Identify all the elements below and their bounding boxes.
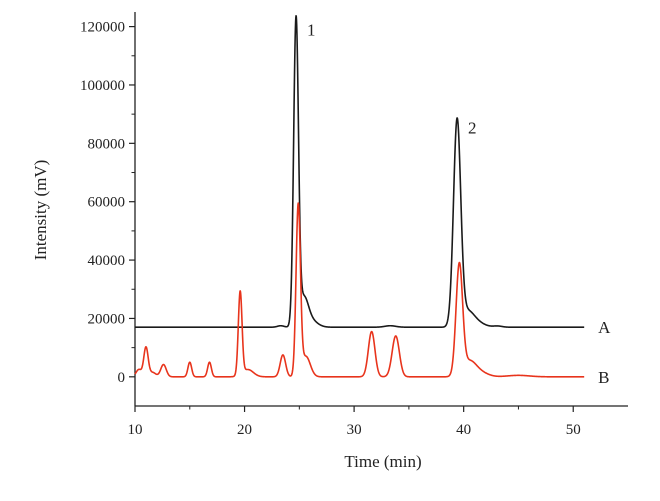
y-tick-label: 40000	[88, 253, 126, 269]
series-line-B	[135, 203, 584, 377]
series-label-A: A	[598, 318, 611, 337]
series-label-B: B	[598, 368, 609, 387]
peak-label: 1	[307, 21, 316, 40]
series-layer: AB	[135, 16, 611, 387]
x-tick-label: 50	[566, 422, 581, 438]
x-axis-ticks: 10 20 30 40 50	[128, 406, 581, 438]
y-axis-ticks: 0 20000 40000 60000 80000 100000 120000	[80, 20, 135, 386]
x-axis-title: Time (min)	[344, 452, 421, 471]
series-line-A	[135, 16, 584, 327]
y-tick-label: 60000	[88, 195, 126, 211]
x-tick-label: 10	[128, 422, 143, 438]
peak-label: 2	[468, 118, 477, 137]
y-tick-label: 20000	[88, 311, 126, 327]
y-tick-label: 100000	[80, 78, 125, 94]
x-tick-label: 40	[456, 422, 471, 438]
y-axis-title: Intensity (mV)	[31, 160, 50, 261]
x-tick-label: 30	[347, 422, 362, 438]
y-tick-label: 80000	[88, 136, 126, 152]
annotation-layer: 12	[307, 21, 477, 138]
plot-axes	[135, 12, 628, 406]
y-tick-label: 0	[118, 370, 126, 386]
x-tick-label: 20	[237, 422, 252, 438]
y-tick-label: 120000	[80, 20, 125, 36]
